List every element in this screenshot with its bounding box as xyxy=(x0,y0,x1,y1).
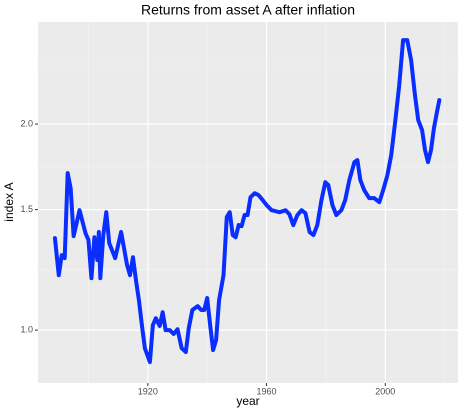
y-axis-label: index A xyxy=(2,182,16,221)
y-tick-label: 1.5 xyxy=(20,204,33,214)
x-tick-label: 1960 xyxy=(257,386,277,396)
chart-title: Returns from asset A after inflation xyxy=(141,2,355,18)
x-tick-label: 2000 xyxy=(375,386,395,396)
x-tick-label: 1920 xyxy=(138,386,158,396)
y-tick-label: 1.0 xyxy=(20,324,33,334)
x-axis-label: year xyxy=(236,394,259,408)
y-tick-label: 2.0 xyxy=(20,118,33,128)
data-line xyxy=(52,38,442,365)
